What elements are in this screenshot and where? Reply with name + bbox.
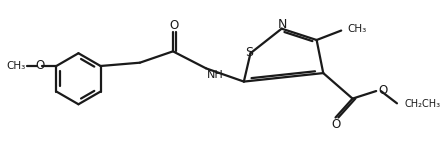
Text: NH: NH [207,70,224,80]
Text: CH₂CH₃: CH₂CH₃ [404,99,441,109]
Text: N: N [278,18,287,31]
Text: O: O [170,19,179,32]
Text: S: S [245,46,254,59]
Text: CH₃: CH₃ [348,24,367,34]
Text: O: O [332,118,341,131]
Text: O: O [378,84,387,97]
Text: CH₃: CH₃ [7,60,26,70]
Text: O: O [36,59,45,72]
